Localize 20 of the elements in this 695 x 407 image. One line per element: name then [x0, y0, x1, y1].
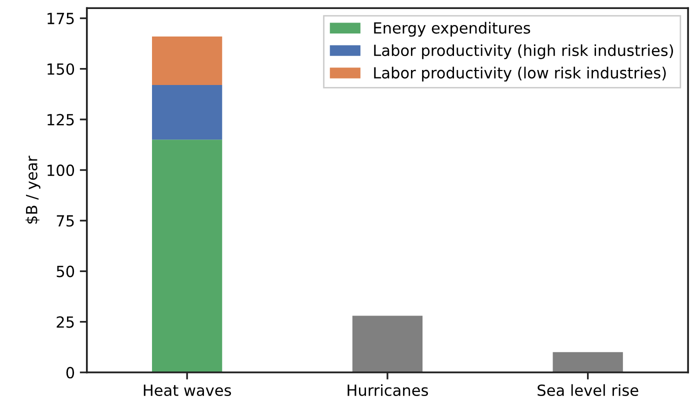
bar	[152, 140, 222, 372]
x-tick-label: Hurricanes	[348, 384, 428, 396]
x-tick-label: Heat waves	[144, 384, 231, 396]
bar	[152, 85, 222, 140]
y-tick-label: 150	[48, 63, 74, 75]
y-tick-label: 0	[66, 366, 74, 378]
bar	[152, 36, 222, 86]
y-tick-label: 175	[48, 12, 74, 24]
y-axis-title: $B / year	[26, 156, 40, 224]
y-tick-label: 75	[56, 215, 74, 227]
legend-label: Labor productivity (high risk industries)	[374, 44, 673, 60]
y-tick-label: 100	[48, 164, 74, 176]
bar	[352, 316, 423, 372]
y-tick-label: 50	[56, 266, 74, 278]
legend-label: Labor productivity (low risk industries)	[374, 66, 666, 82]
legend-label: Energy expenditures	[374, 22, 530, 37]
y-tick-label: 25	[56, 316, 74, 328]
y-tick-label: 125	[48, 114, 74, 126]
bar	[552, 352, 623, 372]
x-tick-label: Sea level rise	[538, 384, 638, 396]
